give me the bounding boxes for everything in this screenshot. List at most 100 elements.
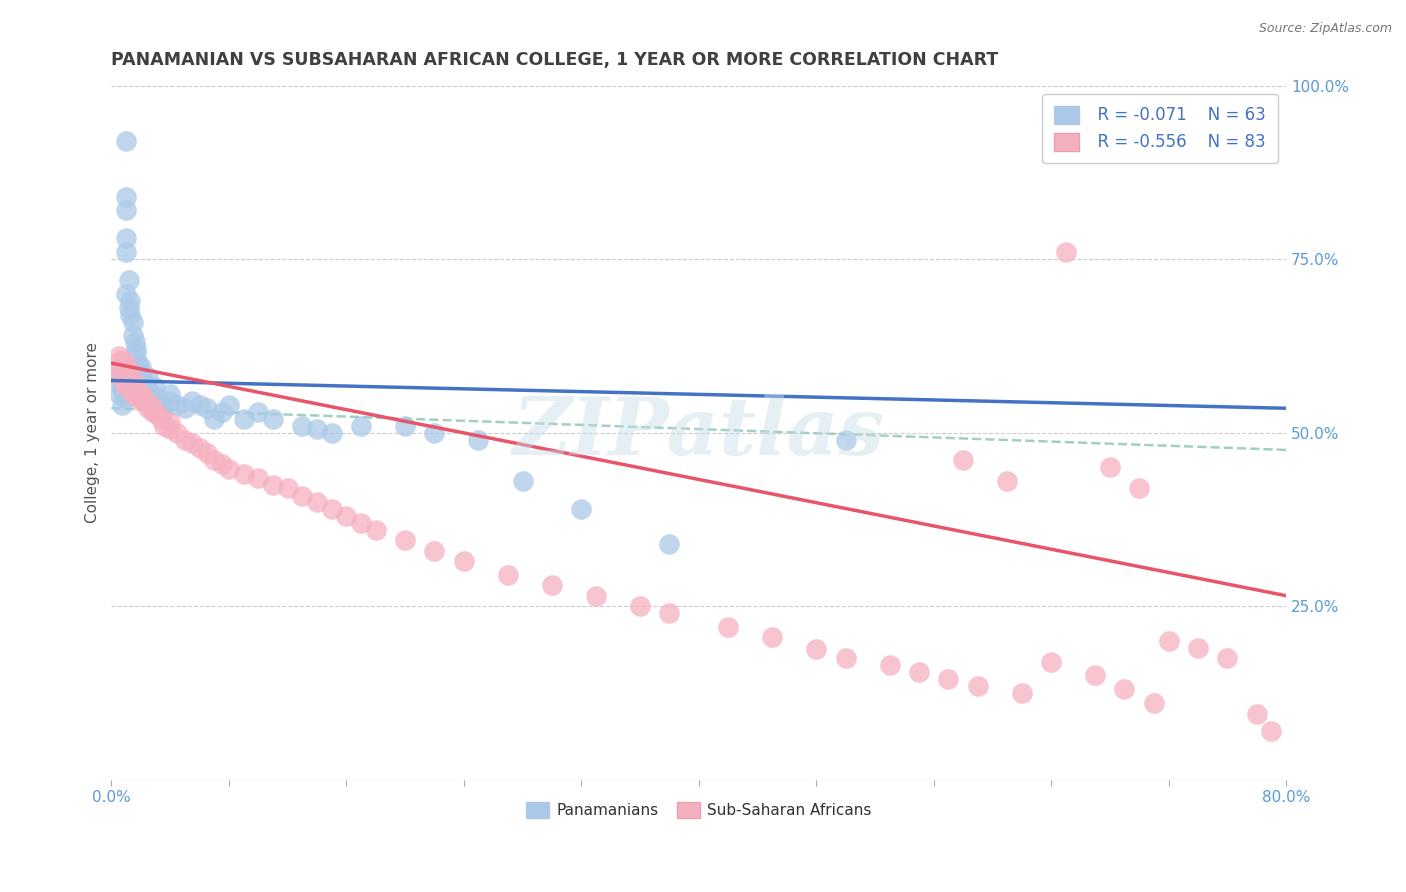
Point xyxy=(658,606,681,620)
Point xyxy=(139,398,162,412)
Point xyxy=(105,356,128,370)
Point xyxy=(107,370,129,384)
Point xyxy=(136,370,159,384)
Point xyxy=(128,391,150,405)
Point xyxy=(423,543,446,558)
Point xyxy=(132,391,155,405)
Point xyxy=(120,376,142,391)
Point xyxy=(1011,686,1033,700)
Point xyxy=(115,231,138,245)
Point xyxy=(936,672,959,686)
Point xyxy=(202,453,225,467)
Point xyxy=(115,189,138,203)
Point xyxy=(364,523,387,537)
Point xyxy=(541,578,564,592)
Point xyxy=(908,665,931,679)
Point xyxy=(112,384,135,398)
Point xyxy=(1246,706,1268,721)
Point xyxy=(181,394,204,409)
Point xyxy=(262,411,284,425)
Point xyxy=(118,301,141,315)
Point xyxy=(145,380,167,394)
Y-axis label: College, 1 year or more: College, 1 year or more xyxy=(86,342,100,523)
Point xyxy=(110,359,132,374)
Point xyxy=(1084,668,1107,682)
Point xyxy=(118,374,141,388)
Point xyxy=(952,453,974,467)
Point xyxy=(125,343,148,357)
Point xyxy=(305,495,328,509)
Point xyxy=(149,398,172,412)
Point xyxy=(277,481,299,495)
Point xyxy=(122,387,145,401)
Point xyxy=(496,567,519,582)
Point xyxy=(218,398,240,412)
Point xyxy=(127,356,149,370)
Point xyxy=(262,477,284,491)
Point xyxy=(453,554,475,568)
Point xyxy=(1216,651,1239,665)
Point xyxy=(121,370,143,384)
Point xyxy=(335,508,357,523)
Point xyxy=(159,387,181,401)
Point xyxy=(188,441,211,455)
Point xyxy=(150,411,173,425)
Point xyxy=(112,374,135,388)
Point xyxy=(124,335,146,350)
Text: Source: ZipAtlas.com: Source: ZipAtlas.com xyxy=(1258,22,1392,36)
Text: ZIPatlas: ZIPatlas xyxy=(513,393,884,471)
Point xyxy=(173,401,195,416)
Point xyxy=(321,502,343,516)
Point xyxy=(1054,245,1077,260)
Point xyxy=(291,418,314,433)
Point xyxy=(305,422,328,436)
Point xyxy=(1040,655,1063,669)
Point xyxy=(761,630,783,644)
Point xyxy=(512,474,534,488)
Point xyxy=(141,405,163,419)
Point xyxy=(115,203,138,218)
Point xyxy=(834,651,856,665)
Point xyxy=(129,359,152,374)
Point xyxy=(107,387,129,401)
Point xyxy=(125,387,148,401)
Point xyxy=(110,367,132,381)
Point xyxy=(181,436,204,450)
Point xyxy=(834,433,856,447)
Point xyxy=(1098,460,1121,475)
Point xyxy=(166,425,188,440)
Point xyxy=(107,349,129,363)
Point xyxy=(132,374,155,388)
Point xyxy=(1157,633,1180,648)
Point xyxy=(247,471,270,485)
Legend: Panamanians, Sub-Saharan Africans: Panamanians, Sub-Saharan Africans xyxy=(520,796,877,824)
Point xyxy=(247,405,270,419)
Point xyxy=(658,536,681,550)
Point xyxy=(291,490,314,504)
Point xyxy=(114,391,136,405)
Point xyxy=(136,401,159,416)
Point xyxy=(166,398,188,412)
Point xyxy=(879,658,901,673)
Point xyxy=(211,405,233,419)
Point xyxy=(159,394,181,409)
Point xyxy=(115,376,138,391)
Point xyxy=(628,599,651,613)
Point xyxy=(129,394,152,409)
Point xyxy=(114,370,136,384)
Point xyxy=(111,352,134,367)
Point xyxy=(115,380,138,394)
Point xyxy=(148,408,170,422)
Point xyxy=(1143,696,1166,710)
Point xyxy=(124,380,146,394)
Point xyxy=(127,384,149,398)
Point xyxy=(115,134,138,148)
Point xyxy=(120,293,142,308)
Point xyxy=(118,273,141,287)
Point xyxy=(423,425,446,440)
Point xyxy=(321,425,343,440)
Point xyxy=(467,433,489,447)
Point xyxy=(111,380,134,394)
Point xyxy=(127,363,149,377)
Point xyxy=(350,418,373,433)
